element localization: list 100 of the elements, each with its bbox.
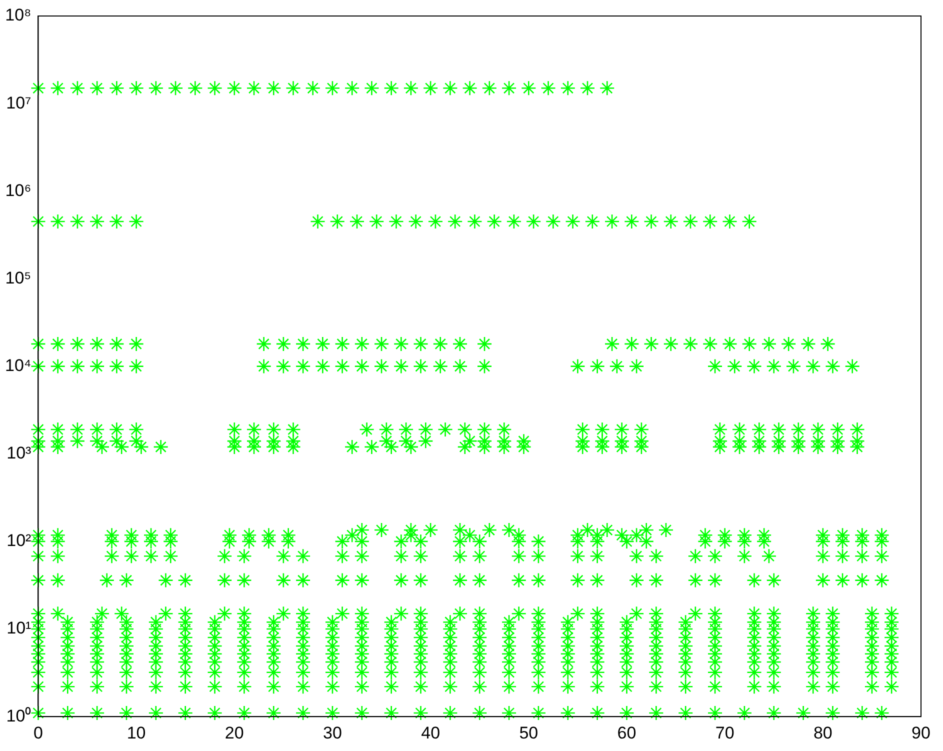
point xyxy=(70,214,86,230)
point xyxy=(805,358,821,374)
point xyxy=(178,638,193,654)
point xyxy=(334,572,350,588)
x-tick-label: 60 xyxy=(617,723,636,742)
point xyxy=(850,422,865,438)
point xyxy=(619,630,634,646)
point xyxy=(432,336,448,352)
point xyxy=(472,534,488,550)
point xyxy=(442,80,458,96)
point xyxy=(70,433,86,449)
point xyxy=(452,572,468,588)
point xyxy=(413,630,428,646)
point xyxy=(442,705,458,721)
point xyxy=(30,705,46,721)
point xyxy=(207,664,222,680)
point xyxy=(422,80,438,96)
x-tick-label: 10 xyxy=(126,723,146,742)
point xyxy=(501,678,517,694)
point xyxy=(736,705,752,721)
point xyxy=(864,664,880,680)
point xyxy=(354,522,370,538)
point xyxy=(60,678,76,694)
point xyxy=(295,638,311,654)
point xyxy=(50,606,66,622)
point xyxy=(295,654,311,670)
point xyxy=(374,522,390,538)
point xyxy=(628,358,644,374)
point xyxy=(648,705,664,721)
point xyxy=(178,654,193,670)
point xyxy=(854,705,870,721)
point xyxy=(432,358,448,374)
point xyxy=(118,572,134,588)
y-tick-label: 10⁵ xyxy=(5,268,32,288)
point xyxy=(114,606,130,622)
point xyxy=(276,606,292,622)
point xyxy=(648,646,664,662)
point xyxy=(501,646,517,662)
point xyxy=(815,548,831,564)
point xyxy=(521,80,536,96)
point xyxy=(746,664,762,680)
point xyxy=(688,548,704,564)
point xyxy=(295,548,311,564)
point xyxy=(236,664,252,680)
point xyxy=(236,705,252,721)
point xyxy=(825,678,840,694)
point xyxy=(780,336,796,352)
point xyxy=(648,654,664,670)
point xyxy=(428,214,444,230)
point xyxy=(766,705,782,721)
point xyxy=(109,358,124,374)
point xyxy=(678,678,694,694)
point xyxy=(472,664,488,680)
point xyxy=(864,630,880,646)
point xyxy=(742,336,757,352)
point xyxy=(226,80,242,96)
point xyxy=(118,638,134,654)
point xyxy=(746,654,762,670)
point xyxy=(148,705,164,721)
point xyxy=(482,80,498,96)
point xyxy=(128,336,144,352)
point xyxy=(266,678,282,694)
point xyxy=(266,705,282,721)
point xyxy=(590,646,605,662)
point xyxy=(109,422,124,438)
point xyxy=(266,664,282,680)
point xyxy=(50,336,66,352)
y-tick-label: 10⁸ xyxy=(5,6,32,25)
point xyxy=(619,638,634,654)
point xyxy=(413,534,428,550)
point xyxy=(413,548,428,564)
point xyxy=(501,638,517,654)
point xyxy=(422,522,438,538)
point xyxy=(580,80,596,96)
point xyxy=(560,678,576,694)
x-tick-label: 80 xyxy=(813,723,832,742)
point xyxy=(825,630,840,646)
point xyxy=(530,654,546,670)
point xyxy=(148,80,164,96)
point xyxy=(70,422,86,438)
point xyxy=(305,80,321,96)
point xyxy=(118,646,134,662)
point xyxy=(393,548,409,564)
point xyxy=(324,630,340,646)
point xyxy=(874,548,890,564)
point xyxy=(354,630,370,646)
point xyxy=(324,678,340,694)
point xyxy=(354,572,370,588)
point xyxy=(884,664,900,680)
point xyxy=(452,534,468,550)
point xyxy=(30,80,46,96)
point xyxy=(143,548,159,564)
point xyxy=(854,572,870,588)
point xyxy=(236,654,252,670)
point xyxy=(236,646,252,662)
point xyxy=(825,705,840,721)
point xyxy=(70,336,86,352)
point xyxy=(707,606,723,622)
point xyxy=(707,646,723,662)
point xyxy=(384,678,399,694)
